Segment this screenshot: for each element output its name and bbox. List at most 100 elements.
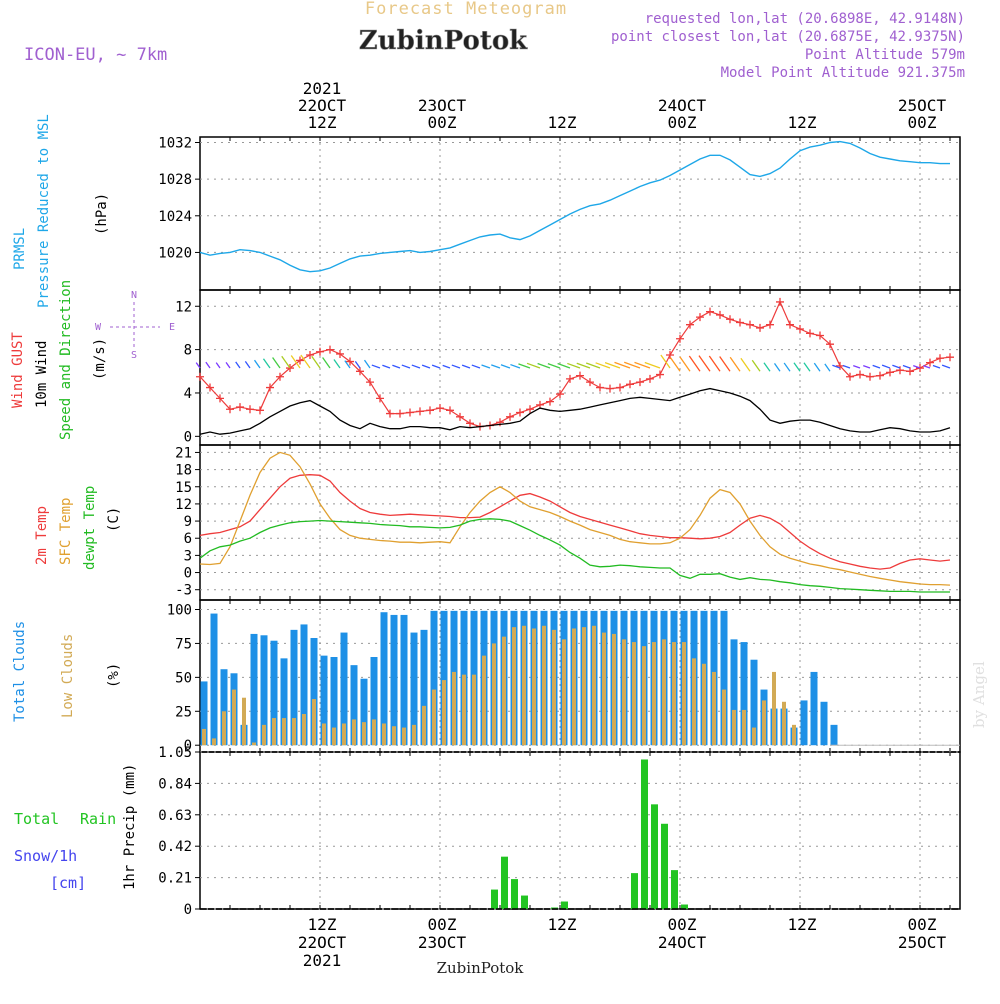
wind-arrow bbox=[547, 363, 561, 369]
total-cloud-bar bbox=[820, 701, 828, 746]
top-time-label: 2021 bbox=[303, 79, 342, 98]
rain-legend-total: Total bbox=[14, 810, 59, 828]
wind-arrow bbox=[451, 364, 461, 369]
rain-bar bbox=[681, 904, 688, 909]
gust-marker bbox=[336, 349, 344, 358]
model-name: ICON-EU, ~ 7km bbox=[24, 45, 167, 65]
pressure-ylabel: PRMSL Pressure Reduced to MSL (hPa) bbox=[12, 114, 110, 308]
wind-arrow bbox=[698, 355, 711, 372]
wind-arrow bbox=[363, 359, 371, 369]
gust-marker bbox=[196, 372, 204, 381]
low-cloud-bar bbox=[432, 689, 436, 746]
wind-arrow bbox=[195, 362, 201, 369]
gust-marker bbox=[266, 383, 274, 392]
ytick-label: 1024 bbox=[158, 209, 192, 225]
ytick-label: 0 bbox=[184, 738, 192, 754]
low-cloud-bar bbox=[402, 727, 406, 746]
ytick-label: 6 bbox=[184, 531, 192, 547]
gust-marker bbox=[366, 378, 374, 387]
gust-marker bbox=[446, 406, 454, 415]
gust-marker bbox=[856, 370, 864, 379]
ytick-label: 1020 bbox=[158, 245, 192, 261]
wind-arrow bbox=[290, 355, 301, 369]
low-cloud-bar bbox=[712, 671, 716, 746]
gust-marker bbox=[316, 347, 324, 356]
total-cloud-bar bbox=[440, 610, 448, 746]
low-cloud-bar bbox=[422, 705, 426, 746]
ytick-label: 3 bbox=[184, 548, 192, 564]
rain-bar bbox=[561, 901, 568, 909]
model-altitude: Model Point Altitude 921.375m bbox=[721, 65, 965, 81]
gust-marker bbox=[576, 371, 584, 380]
total-cloud-bar bbox=[300, 624, 308, 746]
low-cloud-bar bbox=[602, 632, 606, 746]
top-time-label: 23OCT bbox=[418, 96, 467, 115]
wind-arrow bbox=[585, 362, 601, 369]
wind-arrow bbox=[557, 362, 571, 369]
bottom-time-label: 00Z bbox=[668, 915, 697, 934]
low-cloud-bar bbox=[492, 643, 496, 746]
low-cloud-bar bbox=[572, 628, 576, 746]
low-cloud-bar bbox=[542, 625, 546, 746]
total-cloud-bar bbox=[320, 655, 328, 746]
low-cloud-bar bbox=[752, 727, 756, 746]
top-time-label: 25OCT bbox=[898, 96, 947, 115]
gust-marker bbox=[706, 307, 714, 316]
gust-marker bbox=[746, 320, 754, 329]
total-cloud-bar bbox=[420, 629, 428, 746]
bottom-time-label: 12Z bbox=[308, 915, 337, 934]
low-cloud-bar bbox=[412, 724, 416, 746]
low-cloud-bar bbox=[482, 655, 486, 746]
total-clouds-label: Total Clouds bbox=[12, 621, 28, 722]
gust-marker bbox=[806, 329, 814, 338]
low-cloud-bar bbox=[732, 709, 736, 746]
wind-arrow bbox=[763, 362, 771, 372]
gust-marker bbox=[596, 383, 604, 392]
low-cloud-bar bbox=[232, 689, 236, 746]
total-cloud-bar bbox=[360, 678, 368, 746]
gust-marker bbox=[556, 390, 564, 399]
ytick-label: 9 bbox=[184, 514, 192, 530]
wind-arrow bbox=[567, 362, 581, 369]
rain-bar bbox=[661, 823, 668, 909]
bottom-time-label: 00Z bbox=[428, 915, 457, 934]
gust-marker bbox=[916, 364, 924, 373]
top-time-label: 00Z bbox=[668, 113, 697, 132]
ytick-label: 15 bbox=[175, 480, 192, 496]
gust-marker bbox=[676, 334, 684, 343]
compass-n: N bbox=[131, 290, 137, 301]
gust-label: Wind GUST bbox=[10, 332, 26, 408]
bottom-time-label: 12Z bbox=[548, 915, 577, 934]
wind-arrow bbox=[902, 364, 911, 369]
wind-arrow bbox=[244, 361, 251, 369]
sfc-temp-label: SFC Temp bbox=[58, 498, 74, 565]
gust-marker bbox=[456, 412, 464, 421]
wind-arrow bbox=[411, 364, 421, 369]
ytick-label: 0 bbox=[184, 429, 192, 445]
wind-arrow bbox=[471, 364, 481, 369]
temp2m-label: 2m Temp bbox=[34, 506, 50, 565]
gust-marker bbox=[236, 403, 244, 412]
low-cloud-bar bbox=[772, 671, 776, 746]
pressure-label-2: Pressure Reduced to MSL bbox=[36, 114, 52, 308]
gust-line bbox=[199, 300, 951, 428]
low-cloud-bar bbox=[722, 689, 726, 746]
wind-arrow bbox=[382, 364, 391, 369]
wind-arrow bbox=[644, 361, 661, 369]
wind-arrow bbox=[311, 355, 321, 369]
rain-bar bbox=[501, 856, 508, 909]
wind-arrow bbox=[518, 363, 531, 369]
wind-arrow bbox=[354, 361, 361, 369]
low-cloud-bar bbox=[532, 628, 536, 746]
ytick-label: 4 bbox=[184, 386, 192, 402]
wind-arrow bbox=[272, 357, 281, 369]
total-cloud-bar bbox=[330, 657, 338, 746]
total-cloud-bar bbox=[290, 629, 298, 746]
location-title: ZubinPotok bbox=[359, 26, 528, 56]
bottom-time-label: 23OCT bbox=[418, 933, 467, 952]
subtitle: Forecast Meteogram bbox=[365, 0, 567, 19]
low-cloud-bar bbox=[362, 722, 366, 746]
total-cloud-bar bbox=[430, 610, 438, 746]
gust-marker bbox=[646, 374, 654, 383]
